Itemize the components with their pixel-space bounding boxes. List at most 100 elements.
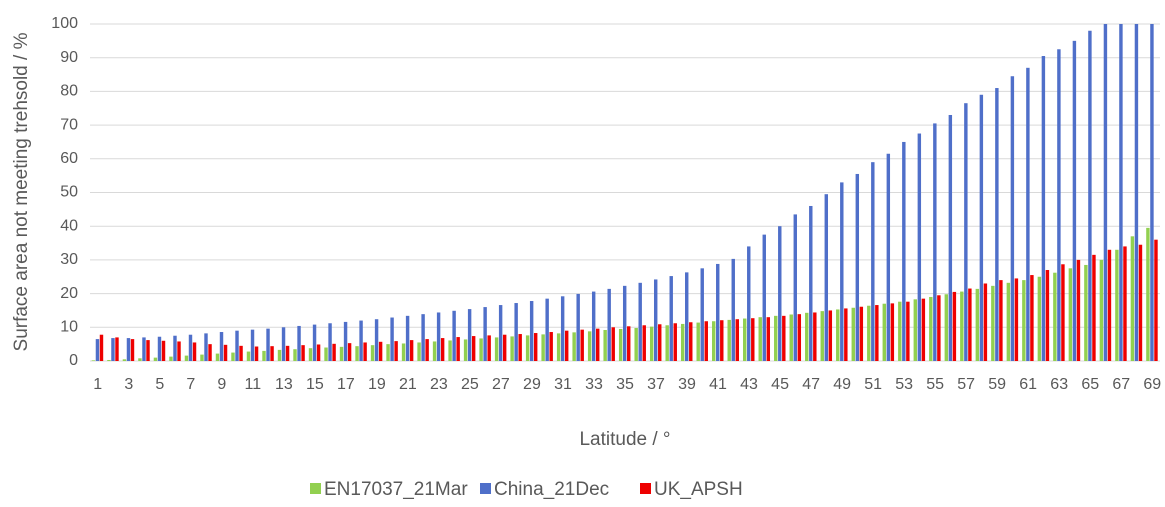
- bar: [1115, 249, 1119, 361]
- x-tick-label: 17: [337, 376, 355, 393]
- y-tick-label: 80: [60, 83, 78, 100]
- x-tick-label: 67: [1112, 376, 1130, 393]
- x-tick-label: 29: [523, 376, 541, 393]
- bar: [138, 358, 142, 361]
- bar: [789, 314, 793, 361]
- bar: [979, 94, 984, 362]
- bar: [479, 338, 483, 361]
- bar: [142, 337, 146, 361]
- x-axis-label: Latitude / °: [579, 429, 670, 450]
- y-tick-label: 30: [60, 251, 78, 268]
- bar: [1057, 49, 1061, 362]
- x-tick-label: 49: [833, 376, 851, 393]
- x-tick-label: 43: [740, 376, 758, 393]
- bar: [587, 331, 592, 361]
- bar: [425, 339, 429, 361]
- bar: [1045, 270, 1050, 361]
- bar: [130, 339, 135, 361]
- bar: [968, 288, 972, 361]
- x-tick-label: 37: [647, 376, 665, 393]
- bar: [1103, 24, 1108, 361]
- legend-swatch: [480, 483, 491, 494]
- bar: [611, 327, 615, 361]
- bar: [669, 276, 673, 361]
- bar: [1026, 67, 1030, 361]
- bar: [638, 282, 642, 361]
- bar: [246, 351, 251, 361]
- bar: [254, 346, 259, 361]
- bar: [514, 303, 518, 361]
- bar: [374, 319, 379, 361]
- bar: [359, 320, 363, 361]
- x-tick-label: 19: [368, 376, 386, 393]
- legend-label: China_21Dec: [494, 479, 609, 500]
- bar: [902, 141, 906, 361]
- bar: [421, 314, 425, 361]
- bar: [735, 319, 739, 361]
- x-tick-label: 23: [430, 376, 448, 393]
- bar: [200, 354, 204, 361]
- bar: [1138, 244, 1143, 361]
- bar: [1154, 239, 1158, 361]
- legend-label: EN17037_21Mar: [324, 479, 468, 500]
- bar: [572, 332, 576, 361]
- bar: [126, 338, 131, 361]
- bar: [1123, 246, 1127, 361]
- bar: [1061, 264, 1065, 361]
- x-tick-label: 25: [461, 376, 479, 393]
- legend-swatch: [310, 483, 321, 494]
- bar: [886, 153, 891, 361]
- bar: [390, 317, 394, 361]
- bar: [642, 325, 646, 361]
- bar: [1099, 259, 1104, 361]
- bar: [855, 173, 860, 361]
- x-tick-label: 55: [926, 376, 944, 393]
- bar: [649, 326, 654, 361]
- bar: [995, 88, 999, 361]
- bar: [933, 123, 937, 361]
- bar: [689, 322, 693, 361]
- bar: [929, 296, 933, 361]
- x-tick-label: 53: [895, 376, 913, 393]
- x-tick-label: 69: [1143, 376, 1161, 393]
- bar: [618, 328, 623, 361]
- bar: [627, 326, 631, 361]
- bar: [293, 349, 297, 361]
- bar: [1068, 268, 1073, 361]
- bar: [1006, 282, 1011, 361]
- bar: [297, 325, 301, 361]
- x-tick-label: 31: [554, 376, 572, 393]
- bar: [991, 285, 995, 361]
- bar: [596, 328, 600, 361]
- bar: [580, 329, 584, 361]
- bar: [448, 340, 452, 361]
- bar: [782, 315, 786, 361]
- bar: [122, 359, 127, 361]
- bar: [871, 162, 875, 361]
- bar: [820, 311, 824, 361]
- bar: [603, 329, 607, 361]
- bar: [339, 346, 344, 361]
- bar: [146, 340, 150, 361]
- bar: [409, 340, 414, 361]
- bar: [1092, 254, 1096, 361]
- bar: [727, 319, 731, 361]
- bar: [1084, 264, 1088, 361]
- bar: [731, 258, 735, 361]
- bar: [301, 345, 305, 361]
- bar: [204, 333, 208, 361]
- bar: [797, 314, 802, 361]
- bar: [867, 305, 871, 361]
- bar: [634, 327, 638, 361]
- bar: [1014, 278, 1019, 361]
- bar: [332, 343, 336, 361]
- bar: [285, 345, 290, 361]
- bar: [177, 341, 181, 361]
- x-tick-label: 11: [245, 376, 262, 393]
- bar: [541, 334, 545, 361]
- x-tick-label: 15: [306, 376, 324, 393]
- bar: [432, 341, 437, 361]
- bar: [952, 291, 957, 361]
- bar: [498, 305, 503, 361]
- bar: [266, 328, 270, 361]
